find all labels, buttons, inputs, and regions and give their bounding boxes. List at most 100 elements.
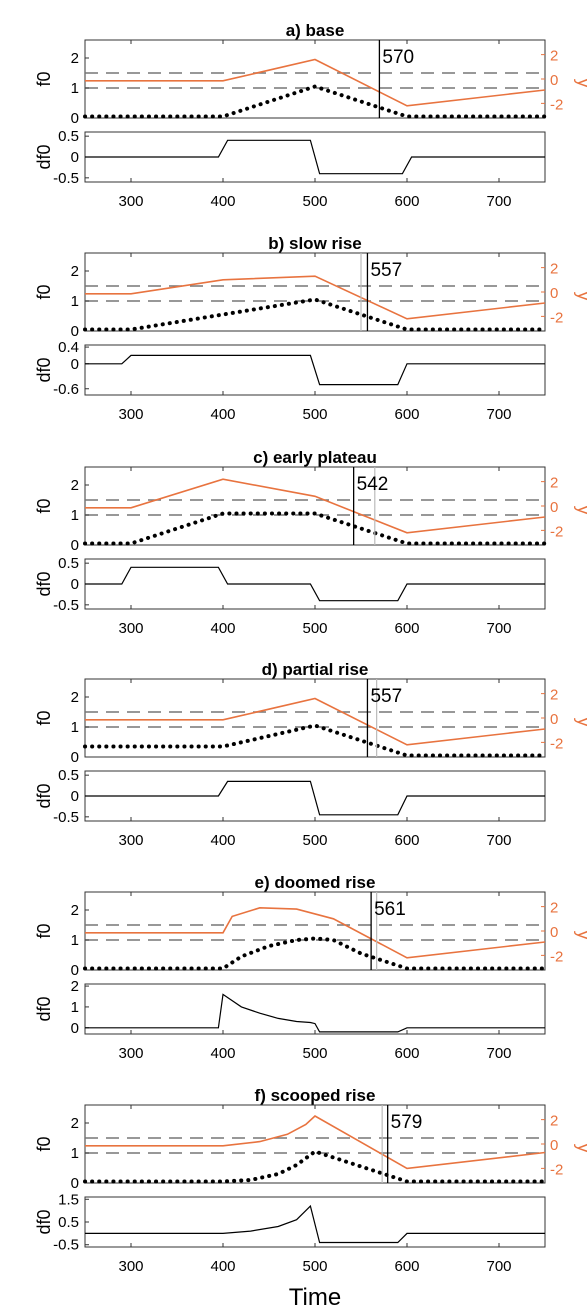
df0-tick-label: -0.5 <box>53 597 79 614</box>
time-marker-label: 542 <box>357 474 389 495</box>
panel-b: b) slow rise012f020-2y5570.40-0.6df03004… <box>34 234 587 423</box>
time-marker-label: 557 <box>370 260 402 281</box>
df0-axis-label: df0 <box>34 144 54 169</box>
x-tick-label: 700 <box>486 620 511 637</box>
f0-axes <box>84 891 546 971</box>
y-tick-label: 2 <box>550 475 558 492</box>
x-tick-label: 300 <box>118 1258 143 1275</box>
f0-axis-label: f0 <box>34 498 54 513</box>
f0-dotted-series <box>83 297 547 332</box>
y-tick-label: 2 <box>550 1113 558 1130</box>
df0-tick-label: 2 <box>71 978 79 995</box>
x-tick-label: 300 <box>118 193 143 210</box>
y-axis-label: y <box>574 506 587 515</box>
df0-axis-label: df0 <box>34 1209 54 1234</box>
y-axis-label: y <box>574 79 587 88</box>
f0-dotted-series <box>83 84 547 119</box>
f0-dotted-series <box>83 1149 547 1184</box>
df0-axis-label: df0 <box>34 996 54 1021</box>
df0-axis-label: df0 <box>34 357 54 382</box>
df0-tick-label: 0.5 <box>58 767 79 784</box>
time-marker-label: 579 <box>391 1112 423 1133</box>
panel-title: d) partial rise <box>262 660 369 679</box>
y-tick-label: 2 <box>550 48 558 65</box>
df0-tick-label: -0.6 <box>53 381 79 398</box>
f0-axis-label: f0 <box>34 71 54 86</box>
panel-d: d) partial rise012f020-2y5570.50-0.5df03… <box>34 660 587 849</box>
x-axis-label: Time <box>289 1284 341 1311</box>
f0-axis-label: f0 <box>34 1136 54 1151</box>
df0-tick-label: -0.5 <box>53 809 79 826</box>
f0-tick-label: 2 <box>71 902 79 919</box>
time-marker-label: 561 <box>374 899 406 920</box>
f0-tick-label: 0 <box>71 1175 79 1192</box>
x-tick-label: 600 <box>394 193 419 210</box>
df0-tick-label: 0.5 <box>58 555 79 572</box>
x-tick-label: 300 <box>118 832 143 849</box>
f0-dotted-series <box>83 936 547 971</box>
df0-series-line <box>85 1204 545 1244</box>
x-tick-label: 700 <box>486 1258 511 1275</box>
df0-tick-label: 0.5 <box>58 1214 79 1231</box>
y-tick-label: 2 <box>550 687 558 704</box>
f0-tick-label: 0 <box>71 110 79 127</box>
f0-tick-label: 1 <box>71 932 79 949</box>
f0-axes <box>84 466 546 546</box>
x-tick-label: 400 <box>210 193 235 210</box>
x-tick-label: 500 <box>302 832 327 849</box>
f0-tick-label: 1 <box>71 80 79 97</box>
x-tick-label: 400 <box>210 832 235 849</box>
df0-series-line <box>85 780 545 816</box>
x-tick-label: 700 <box>486 406 511 423</box>
y-tick-label: -2 <box>550 1161 563 1178</box>
df0-tick-label: 0.5 <box>58 128 79 145</box>
f0-tick-label: 1 <box>71 293 79 310</box>
f0-tick-label: 1 <box>71 507 79 524</box>
df0-tick-label: 0 <box>71 788 79 805</box>
panel-title: f) scooped rise <box>255 1086 376 1105</box>
df0-series-line <box>85 139 545 175</box>
time-marker-label: 570 <box>382 47 414 68</box>
y-series-line <box>85 1115 546 1170</box>
x-tick-label: 600 <box>394 406 419 423</box>
f0-tick-label: 1 <box>71 719 79 736</box>
y-tick-label: 0 <box>550 924 558 941</box>
f0-tick-label: 0 <box>71 749 79 766</box>
x-tick-label: 500 <box>302 193 327 210</box>
df0-tick-label: 1.5 <box>58 1191 79 1208</box>
x-tick-label: 500 <box>302 406 327 423</box>
f0-axis-label: f0 <box>34 923 54 938</box>
x-tick-label: 700 <box>486 1045 511 1062</box>
y-tick-label: -2 <box>550 735 563 752</box>
y-tick-label: 0 <box>550 499 558 516</box>
y-tick-label: -2 <box>550 309 563 326</box>
y-axis-label: y <box>574 1144 587 1153</box>
df0-tick-label: 0.4 <box>58 339 79 356</box>
df0-series-line <box>85 354 545 386</box>
y-tick-label: -2 <box>550 523 563 540</box>
x-tick-label: 400 <box>210 1045 235 1062</box>
df0-axis-label: df0 <box>34 783 54 808</box>
y-tick-label: 0 <box>550 72 558 89</box>
panel-f: f) scooped rise 0 1 2 f0 2 0 -2 y 579 1.5 0.5 -0.5 df… <box>34 1086 587 1275</box>
y-tick-label: 2 <box>550 900 558 917</box>
x-tick-label: 400 <box>210 1258 235 1275</box>
x-tick-label: 500 <box>302 1045 327 1062</box>
panel-title: a) base <box>286 21 345 40</box>
x-tick-label: 500 <box>302 620 327 637</box>
f0-axis-label: f0 <box>34 710 54 725</box>
y-axis-label: y <box>574 718 587 727</box>
f0-tick-label: 2 <box>71 50 79 67</box>
y-tick-label: 0 <box>550 1137 558 1154</box>
x-tick-label: 400 <box>210 406 235 423</box>
df0-axes <box>84 983 546 1035</box>
y-series-line <box>85 275 546 320</box>
panel-title: b) slow rise <box>268 234 362 253</box>
y-series-line <box>85 58 546 107</box>
f0-dotted-series <box>83 511 547 546</box>
y-series-line <box>85 697 546 746</box>
x-tick-label: 600 <box>394 1258 419 1275</box>
f0-axes <box>84 252 546 332</box>
x-tick-label: 300 <box>118 406 143 423</box>
